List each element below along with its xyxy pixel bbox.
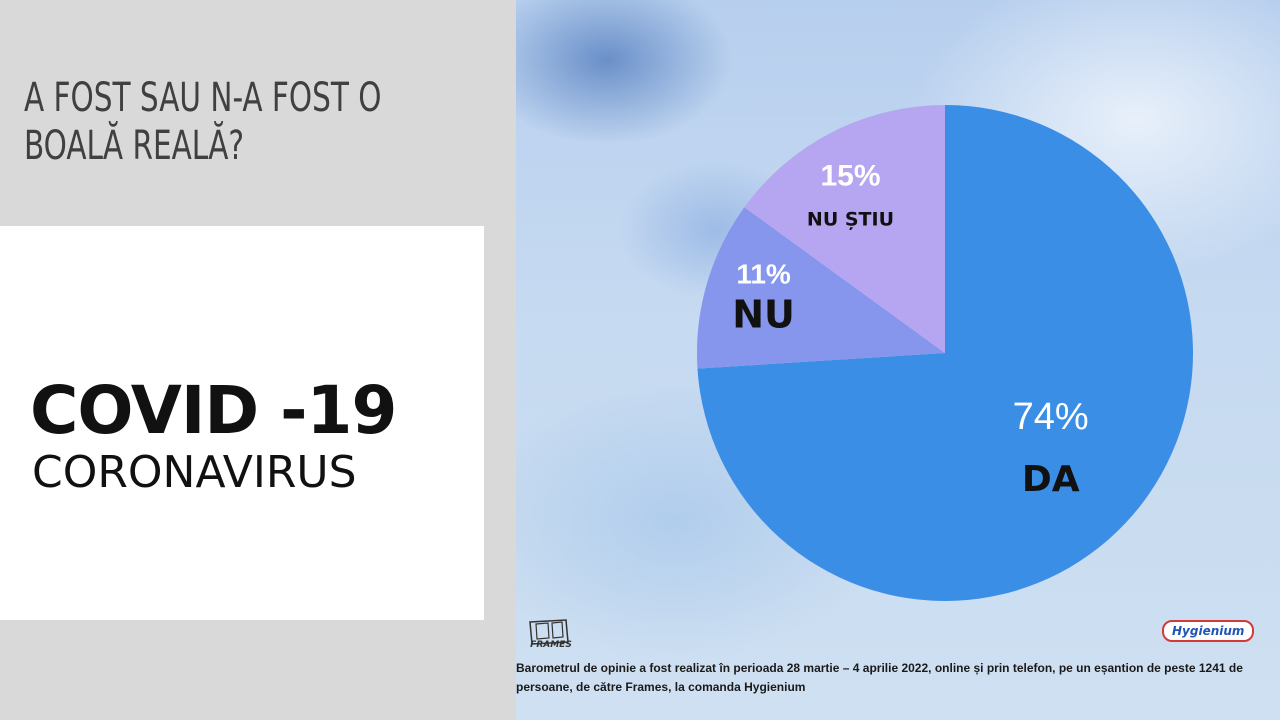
data-label-nu-știu: 15% [820, 160, 880, 193]
pie-chart: 74% DA 11%NU 15% NU ȘTIU [697, 105, 1193, 601]
left-panel: A FOST SAU N-A FOST O BOALĂ REALĂ? COVID… [0, 0, 516, 720]
category-label-da: DA [1022, 459, 1080, 500]
covid-title: COVID -19 [30, 372, 397, 449]
covid-card: COVID -19 CORONAVIRUS [0, 226, 484, 620]
question-title: A FOST SAU N-A FOST O BOALĂ REALĂ? [24, 75, 382, 169]
frames-logo-text: FRAMES [530, 640, 572, 650]
footnote: Barometrul de opinie a fost realizat în … [516, 661, 1243, 694]
category-label-nu: NU [732, 292, 795, 336]
data-label-da: 74% [1013, 396, 1089, 438]
data-label-nu: 11% [736, 258, 791, 289]
frames-logo [529, 619, 569, 645]
pie-slice-nu [697, 207, 945, 369]
category-label-nu-știu: NU ȘTIU [807, 209, 894, 231]
pie-slice-da [697, 105, 1193, 601]
chart-panel: 74% DA 11% NU 15% NU ȘTIU [516, 0, 1280, 720]
hygienium-logo: Hygienium [1162, 620, 1255, 642]
pie-slice-nu-știu [744, 105, 945, 353]
covid-subtitle: CORONAVIRUS [32, 447, 357, 498]
